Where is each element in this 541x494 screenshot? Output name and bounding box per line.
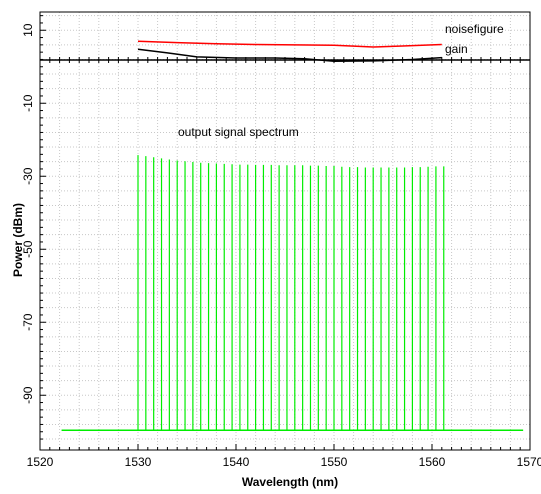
y-tick-label: -10 xyxy=(21,94,35,112)
y-tick-label: -90 xyxy=(21,386,35,404)
y-tick-label: -30 xyxy=(21,167,35,185)
y-tick-label: 10 xyxy=(21,23,35,37)
y-axis-title: Power (dBm) xyxy=(11,203,25,277)
noisefigure-label: noisefigure xyxy=(445,22,504,36)
x-tick-label: 1570 xyxy=(517,455,541,469)
noisefigure-line xyxy=(137,40,442,48)
x-tick-label: 1550 xyxy=(321,455,348,469)
y-tick-label: -50 xyxy=(21,240,35,258)
x-tick-label: 1520 xyxy=(27,455,54,469)
x-tick-label: 1540 xyxy=(223,455,250,469)
gain-label: gain xyxy=(445,42,468,56)
x-tick-label: 1560 xyxy=(419,455,446,469)
x-tick-label: 1530 xyxy=(125,455,152,469)
ticks-group: 1520 1530 1540 1550 1560 1570 10 -10 -30 -50 -70 -9… xyxy=(21,15,541,469)
y-tick-label: -70 xyxy=(21,313,35,331)
series-group xyxy=(61,40,524,432)
spectrum-annotation: output signal spectrum xyxy=(178,125,299,139)
x-axis-title: Wavelength (nm) xyxy=(242,475,338,489)
